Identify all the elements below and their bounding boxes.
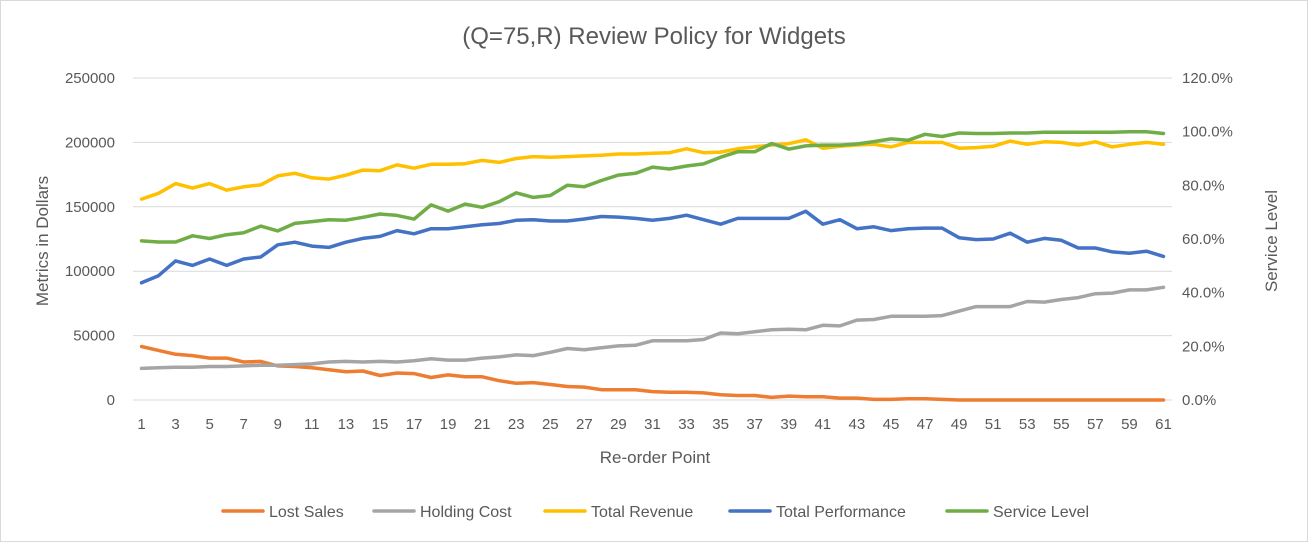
y-tick-label: 50000	[73, 328, 115, 345]
x-tick-label: 35	[712, 416, 729, 433]
x-tick-label: 61	[1155, 416, 1172, 433]
y2-tick-label: 20.0%	[1182, 338, 1225, 355]
x-tick-label: 7	[240, 416, 248, 433]
series-line-service-level	[139, 129, 1166, 244]
legend-label-total-performance: Total Performance	[776, 504, 906, 521]
x-axis-title: Re-order Point	[600, 448, 711, 467]
x-tick-label: 59	[1121, 416, 1138, 433]
x-tick-label: 1	[137, 416, 145, 433]
x-tick-label: 47	[917, 416, 934, 433]
y2-tick-label: 40.0%	[1182, 285, 1225, 302]
y-tick-label: 200000	[65, 134, 115, 151]
x-tick-label: 21	[474, 416, 491, 433]
x-tick-label: 41	[814, 416, 831, 433]
y-tick-label: 150000	[65, 199, 115, 216]
y-tick-label: 250000	[65, 70, 115, 87]
y2-tick-label: 80.0%	[1182, 177, 1225, 194]
series-line-holding-cost	[139, 285, 1166, 371]
x-tick-label: 5	[205, 416, 213, 433]
series-lines	[139, 129, 1166, 402]
x-tick-label: 57	[1087, 416, 1104, 433]
x-tick-label: 53	[1019, 416, 1036, 433]
x-tick-label: 15	[372, 416, 389, 433]
legend-label-total-revenue: Total Revenue	[591, 504, 693, 521]
x-tick-label: 43	[849, 416, 866, 433]
x-tick-label: 49	[951, 416, 968, 433]
legend-label-holding-cost: Holding Cost	[420, 504, 512, 521]
x-tick-label: 27	[576, 416, 593, 433]
x-tick-label: 25	[542, 416, 559, 433]
legend-label-service-level: Service Level	[993, 504, 1089, 521]
y-tick-label: 0	[107, 392, 115, 409]
x-tick-label: 13	[338, 416, 355, 433]
x-axis-ticks: 1 3 5 7 9 11 13 15 17 19 21 23 25 27 29 31 33 35 37 39 41 43 4…	[137, 416, 1171, 433]
legend: Lost Sales Holding Cost Total Revenue Total…	[221, 504, 1089, 521]
x-tick-label: 55	[1053, 416, 1070, 433]
y2-tick-label: 120.0%	[1182, 70, 1233, 87]
x-tick-label: 23	[508, 416, 525, 433]
x-tick-label: 19	[440, 416, 457, 433]
x-tick-label: 9	[274, 416, 282, 433]
x-tick-label: 37	[746, 416, 763, 433]
x-tick-label: 45	[883, 416, 900, 433]
x-tick-label: 3	[171, 416, 179, 433]
y2-tick-label: 100.0%	[1182, 124, 1233, 141]
y2-tick-label: 60.0%	[1182, 231, 1225, 248]
x-tick-label: 31	[644, 416, 661, 433]
x-tick-label: 39	[780, 416, 797, 433]
x-tick-label: 33	[678, 416, 695, 433]
y2-tick-label: 0.0%	[1182, 392, 1216, 409]
series-line-total-performance	[139, 209, 1166, 285]
x-tick-label: 51	[985, 416, 1002, 433]
left-axis-ticks: 0 50000 100000 150000 200000 250000	[65, 70, 115, 409]
chart-title: (Q=75,R) Review Policy for Widgets	[462, 23, 845, 50]
series-line-total-revenue	[139, 138, 1166, 201]
x-tick-label: 17	[406, 416, 423, 433]
y-axis-title: Metrics in Dollars	[33, 176, 52, 306]
x-tick-label: 29	[610, 416, 627, 433]
series-line-lost-sales	[139, 344, 1166, 402]
y-tick-label: 100000	[65, 263, 115, 280]
right-axis-ticks: 0.0% 20.0% 40.0% 60.0% 80.0% 100.0% 120.0%	[1182, 70, 1233, 409]
y2-axis-title: Service Level	[1262, 190, 1281, 292]
gridlines	[133, 77, 1172, 337]
x-tick-label: 11	[304, 416, 320, 433]
legend-label-lost-sales: Lost Sales	[269, 504, 344, 521]
